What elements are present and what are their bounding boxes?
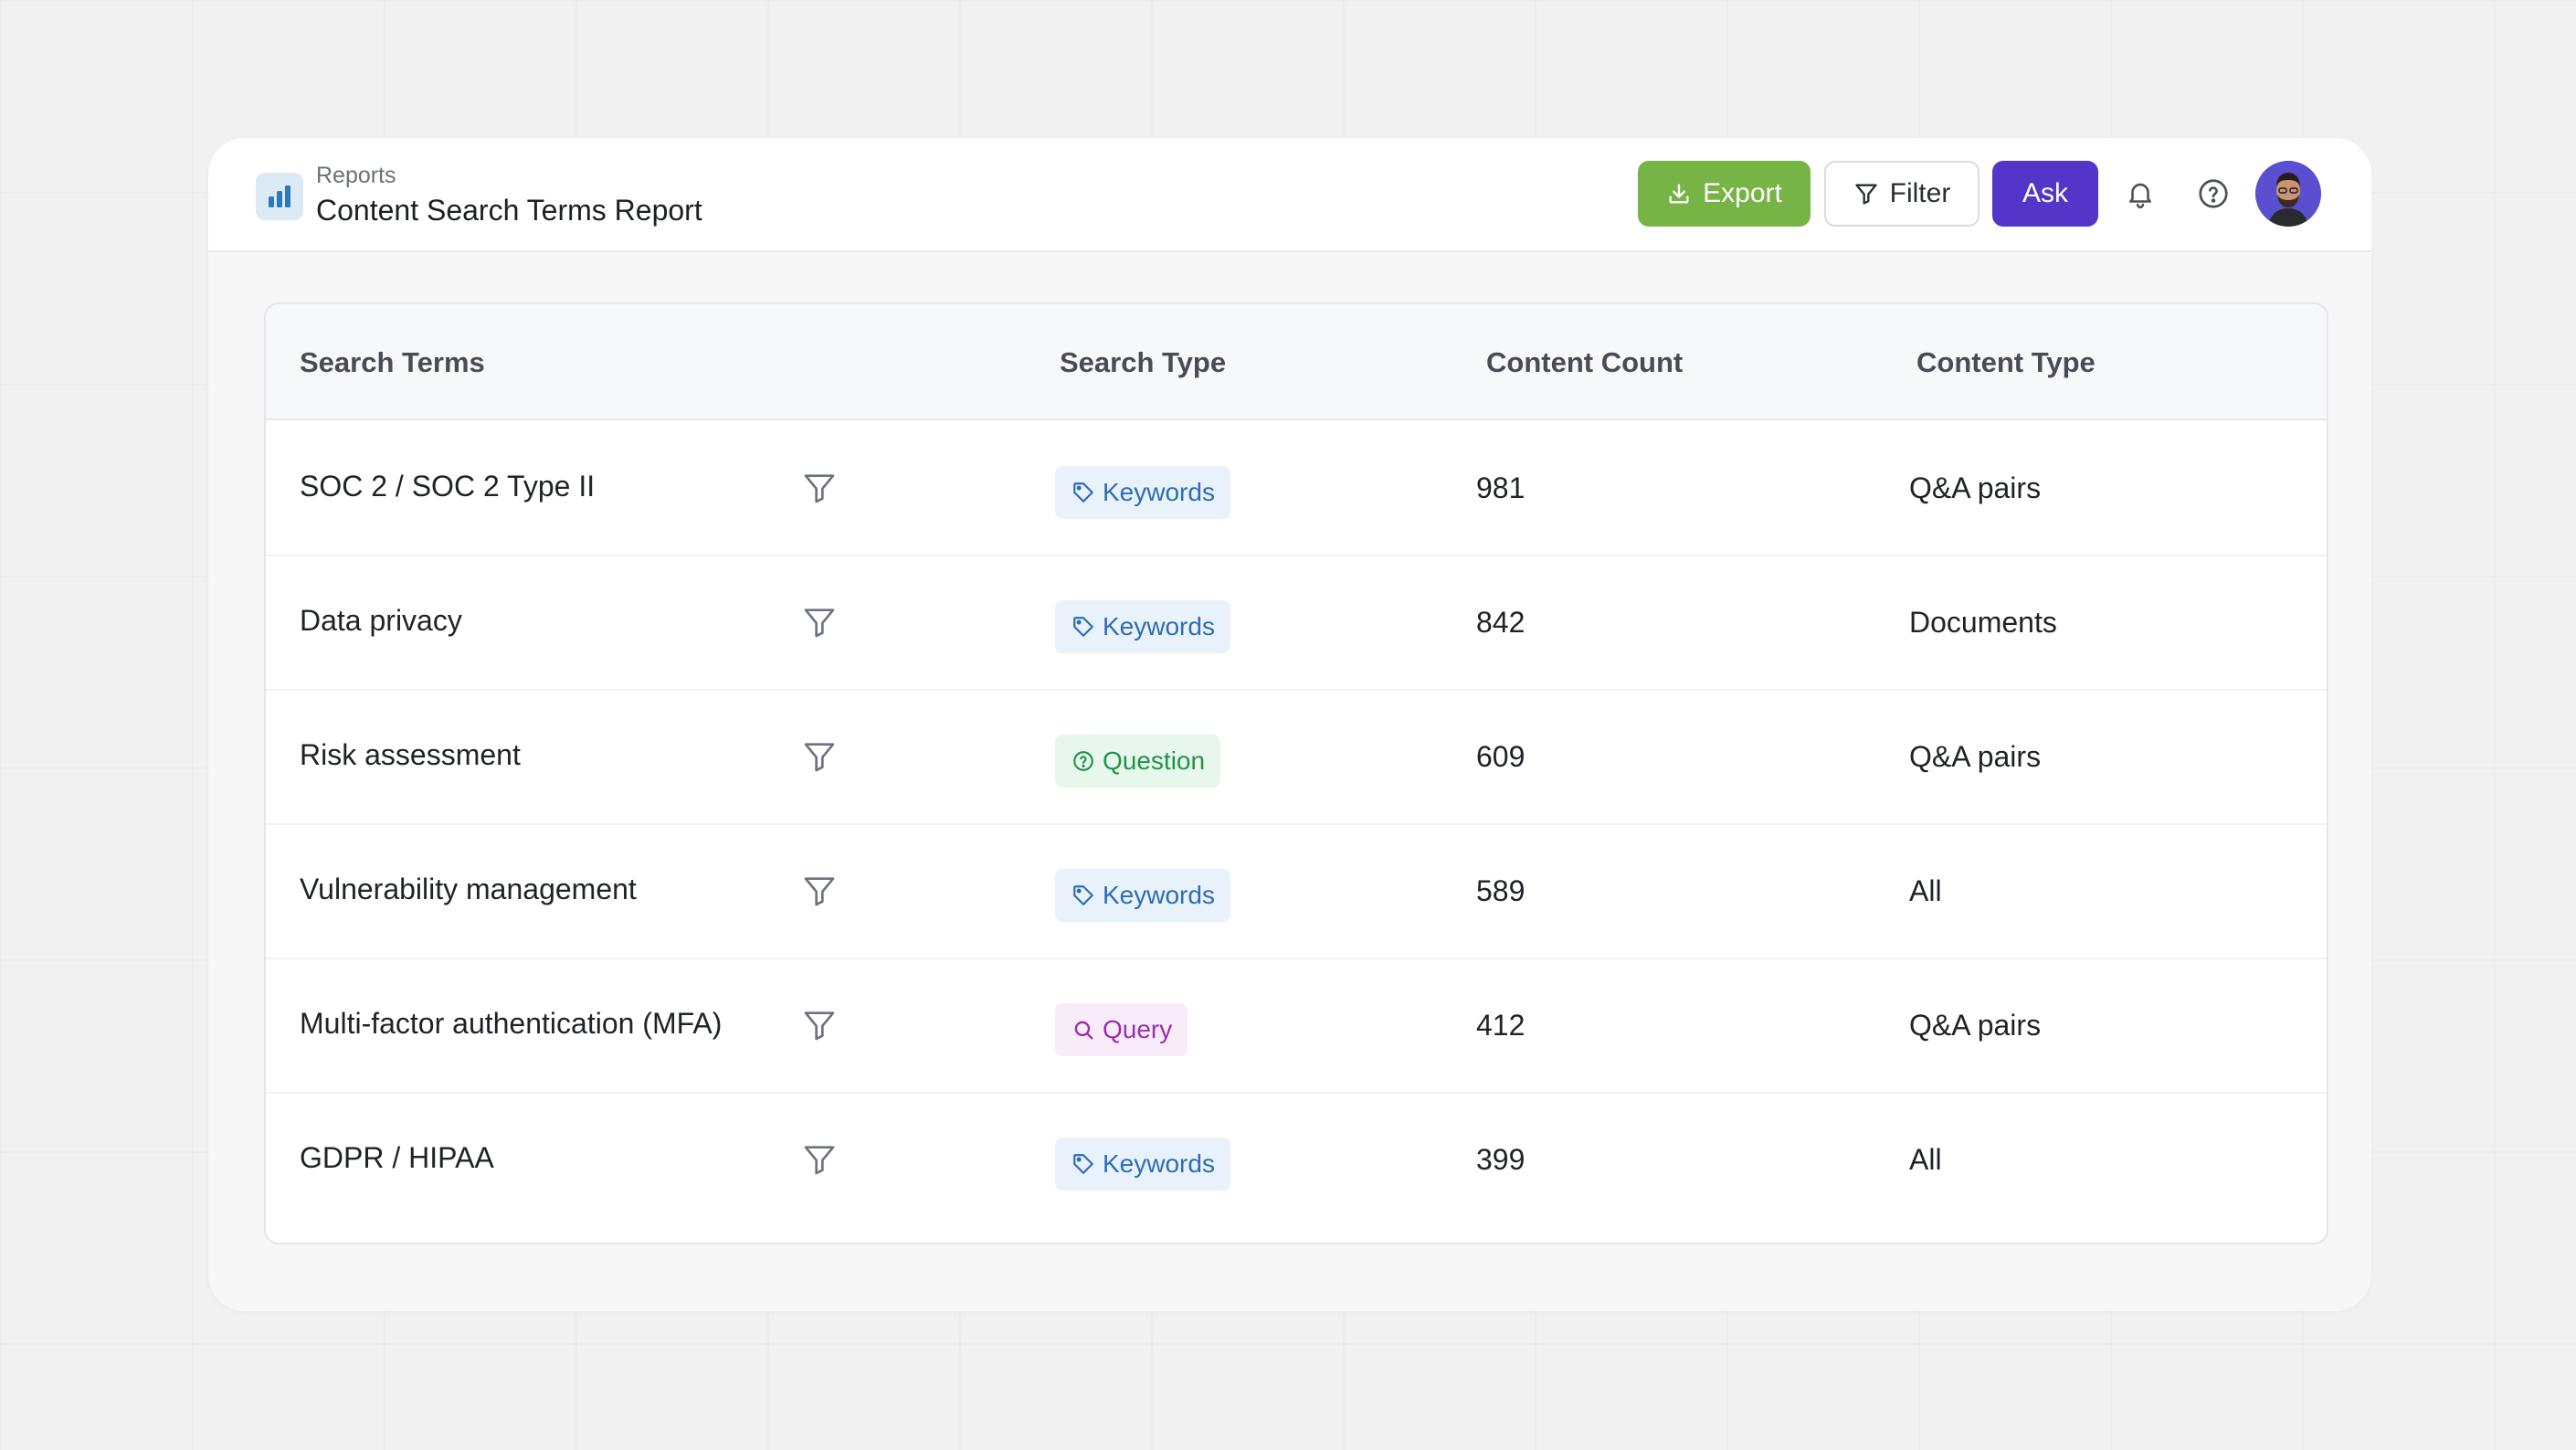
content-type: Q&A pairs bbox=[1909, 740, 2042, 773]
search-term: GDPR / HIPAA bbox=[300, 1141, 494, 1174]
table-row[interactable]: Risk assessment Question 609 Q&A pairs bbox=[266, 691, 2327, 825]
filter-icon bbox=[1854, 184, 1877, 205]
search-term: Multi-factor authentication (MFA) bbox=[300, 1007, 723, 1040]
content-count: 399 bbox=[1476, 1143, 1526, 1176]
filter-icon[interactable] bbox=[801, 470, 838, 506]
search-term: Data privacy bbox=[300, 604, 462, 637]
filter-icon[interactable] bbox=[801, 604, 838, 640]
search-icon bbox=[1072, 1018, 1095, 1042]
export-label: Export bbox=[1703, 178, 1782, 208]
table-row[interactable]: GDPR / HIPAA Keywords 399 All bbox=[266, 1094, 2327, 1228]
search-type-label: Keywords bbox=[1103, 1149, 1215, 1178]
export-button[interactable]: Export bbox=[1638, 161, 1811, 227]
filter-icon[interactable] bbox=[801, 873, 838, 909]
table-row[interactable]: Multi-factor authentication (MFA) Query 41… bbox=[266, 959, 2327, 1094]
column-header-content-count[interactable]: Content Count bbox=[1486, 346, 1684, 378]
content-count: 981 bbox=[1476, 471, 1526, 504]
table-row[interactable]: Data privacy Keywords 842 Documents bbox=[266, 556, 2327, 691]
help-icon[interactable] bbox=[2194, 175, 2233, 213]
page-header: Reports Content Search Terms Report Expo… bbox=[208, 138, 2371, 252]
search-type-label: Keywords bbox=[1103, 881, 1215, 909]
ask-button[interactable]: Ask bbox=[1992, 161, 2098, 227]
content-type: All bbox=[1909, 874, 1942, 907]
table-header: Search Terms Search Type Content Count C… bbox=[266, 304, 2327, 420]
ask-label: Ask bbox=[2022, 178, 2068, 208]
tag-icon bbox=[1072, 481, 1095, 504]
search-type-label: Question bbox=[1103, 746, 1206, 775]
download-icon bbox=[1669, 184, 1689, 204]
tag-icon bbox=[1072, 884, 1095, 907]
filter-icon[interactable] bbox=[801, 1007, 838, 1043]
search-terms-table: Search Terms Search Type Content Count C… bbox=[264, 302, 2328, 1244]
search-type-badge: Question bbox=[1055, 735, 1221, 788]
search-type-badge: Query bbox=[1055, 1003, 1188, 1056]
column-header-search-type[interactable]: Search Type bbox=[1060, 346, 1227, 378]
bell-icon[interactable] bbox=[2121, 175, 2159, 213]
avatar[interactable] bbox=[2255, 161, 2321, 227]
tag-icon bbox=[1072, 615, 1095, 639]
column-header-search-terms[interactable]: Search Terms bbox=[300, 346, 485, 378]
table-row[interactable]: SOC 2 / SOC 2 Type II Keywords 981 Q&A pair… bbox=[266, 422, 2327, 556]
content-type: Documents bbox=[1909, 606, 2057, 639]
content-count: 609 bbox=[1476, 740, 1526, 773]
tag-icon bbox=[1072, 1152, 1095, 1176]
search-type-label: Keywords bbox=[1103, 478, 1215, 506]
table-row[interactable]: Vulnerability management Keywords 589 All bbox=[266, 825, 2327, 959]
search-type-label: Query bbox=[1103, 1015, 1173, 1043]
content-type: Q&A pairs bbox=[1909, 1009, 2042, 1042]
column-header-content-type[interactable]: Content Type bbox=[1916, 346, 2096, 378]
question-circle-icon bbox=[1072, 749, 1095, 773]
content-count: 589 bbox=[1476, 874, 1526, 907]
filter-icon[interactable] bbox=[801, 1141, 838, 1178]
content-type: All bbox=[1909, 1143, 1942, 1176]
search-term: Vulnerability management bbox=[300, 873, 637, 905]
search-type-badge: Keywords bbox=[1055, 466, 1230, 519]
filter-label: Filter bbox=[1889, 178, 1951, 208]
content-count: 412 bbox=[1476, 1009, 1526, 1042]
page-title: Content Search Terms Report bbox=[316, 194, 702, 227]
breadcrumb[interactable]: Reports bbox=[316, 163, 396, 188]
search-type-label: Keywords bbox=[1103, 612, 1215, 640]
search-type-badge: Keywords bbox=[1055, 1138, 1230, 1191]
search-type-badge: Keywords bbox=[1055, 600, 1230, 653]
filter-icon[interactable] bbox=[801, 738, 838, 775]
bar-chart-icon bbox=[256, 173, 303, 220]
search-term: SOC 2 / SOC 2 Type II bbox=[300, 470, 596, 503]
search-term: Risk assessment bbox=[300, 738, 521, 771]
report-card: Reports Content Search Terms Report Expo… bbox=[208, 138, 2371, 1311]
search-type-badge: Keywords bbox=[1055, 869, 1230, 922]
content-type: Q&A pairs bbox=[1909, 471, 2042, 504]
content-count: 842 bbox=[1476, 606, 1526, 639]
filter-button[interactable]: Filter bbox=[1824, 161, 1980, 227]
